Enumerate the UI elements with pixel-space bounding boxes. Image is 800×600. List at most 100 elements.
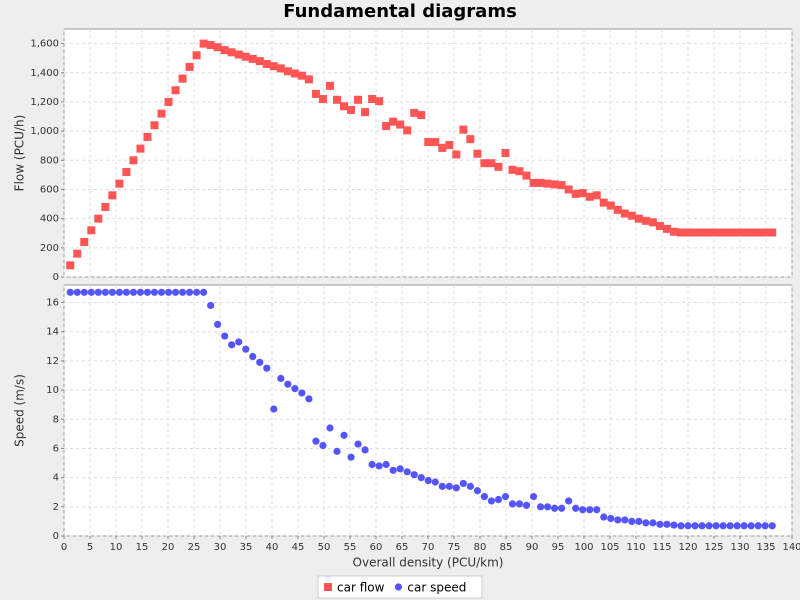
- point: [613, 205, 622, 214]
- point: [249, 352, 257, 361]
- point: [536, 503, 545, 511]
- point: [228, 341, 236, 349]
- point: [431, 138, 440, 147]
- point: [66, 288, 74, 296]
- point: [754, 522, 762, 530]
- point: [80, 237, 89, 246]
- point: [712, 228, 721, 237]
- point: [410, 108, 419, 117]
- point: [558, 504, 566, 512]
- y-tick-label: 600: [40, 184, 59, 195]
- point: [705, 522, 713, 530]
- point: [410, 471, 418, 479]
- point: [726, 228, 735, 237]
- point: [333, 95, 341, 104]
- x-tick-label: 15: [136, 542, 149, 553]
- x-tick-label: 20: [162, 542, 175, 553]
- point: [473, 149, 482, 158]
- x-tick-label: 85: [500, 542, 513, 553]
- y-axis-label: Speed (m/s): [13, 374, 27, 447]
- point: [171, 86, 180, 95]
- point: [66, 261, 75, 270]
- point: [606, 201, 615, 210]
- x-tick-label: 25: [188, 542, 201, 553]
- point: [691, 522, 699, 530]
- point: [572, 504, 580, 512]
- point: [459, 479, 467, 488]
- x-tick-label: 95: [552, 542, 565, 553]
- point: [669, 227, 678, 236]
- point: [235, 338, 243, 346]
- point: [115, 288, 123, 296]
- point: [101, 288, 109, 296]
- x-tick-label: 65: [396, 542, 409, 553]
- point: [178, 74, 187, 83]
- legend-marker: [324, 583, 332, 591]
- point: [262, 60, 271, 69]
- x-tick-label: 90: [526, 542, 539, 553]
- legend-label: car flow: [337, 581, 385, 595]
- point: [256, 358, 264, 366]
- point: [635, 517, 643, 526]
- point: [656, 520, 664, 528]
- x-tick-label: 10: [110, 542, 123, 553]
- point: [375, 462, 383, 470]
- point: [522, 171, 531, 180]
- point: [614, 516, 622, 524]
- point: [340, 431, 348, 439]
- point: [136, 144, 145, 153]
- point: [325, 81, 334, 90]
- point: [677, 522, 685, 530]
- point: [291, 385, 299, 393]
- point: [747, 228, 756, 237]
- point: [87, 288, 95, 296]
- point: [319, 441, 327, 450]
- point: [564, 185, 573, 194]
- point: [487, 159, 496, 168]
- point: [396, 465, 404, 473]
- point: [536, 178, 545, 187]
- point: [586, 506, 594, 514]
- point: [501, 492, 510, 501]
- point: [255, 57, 264, 66]
- chart-title: Fundamental diagrams: [283, 1, 517, 22]
- point: [403, 468, 411, 476]
- point: [354, 95, 363, 104]
- point: [628, 517, 636, 526]
- point: [87, 226, 96, 235]
- point: [108, 191, 117, 200]
- legend-marker: [394, 583, 403, 591]
- point: [459, 125, 468, 134]
- point: [361, 446, 369, 454]
- point: [733, 228, 742, 237]
- x-tick-label: 0: [61, 542, 67, 553]
- x-tick-label: 75: [448, 542, 461, 553]
- point: [445, 482, 453, 490]
- point: [592, 191, 601, 200]
- point: [551, 504, 559, 512]
- point: [214, 320, 222, 329]
- point: [627, 211, 636, 220]
- x-tick-label: 70: [422, 542, 435, 553]
- point: [157, 288, 166, 296]
- point: [73, 249, 82, 258]
- point: [655, 221, 664, 230]
- point: [529, 178, 538, 187]
- point: [157, 109, 166, 118]
- point: [557, 181, 566, 190]
- point: [122, 167, 131, 176]
- point: [241, 52, 250, 61]
- point: [164, 97, 173, 106]
- x-tick-label: 5: [87, 542, 93, 553]
- y-tick-label: 1,400: [30, 68, 59, 79]
- point: [382, 122, 391, 131]
- point: [579, 506, 587, 514]
- point: [740, 522, 748, 530]
- point: [480, 492, 489, 501]
- point: [263, 364, 271, 372]
- point: [115, 179, 124, 188]
- point: [129, 288, 138, 296]
- point: [473, 487, 481, 495]
- point: [270, 405, 278, 413]
- point: [515, 167, 524, 176]
